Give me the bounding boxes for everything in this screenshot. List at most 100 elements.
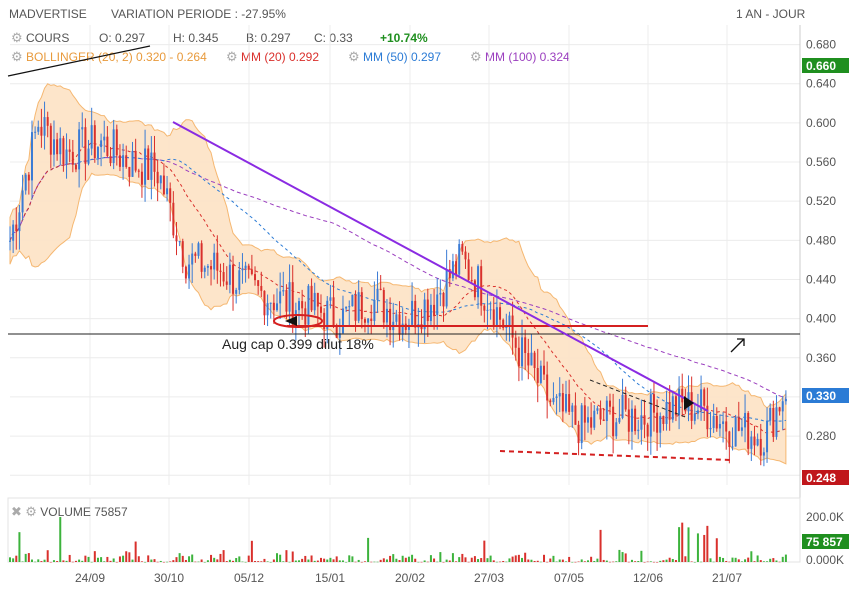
candle-body <box>652 394 655 413</box>
y-axis: 0.680 0.640 0.600 0.560 0.520 0.480 0.440 0.400… <box>806 38 836 483</box>
candle-body <box>596 408 599 411</box>
volume-bar <box>276 553 279 562</box>
gear-icon[interactable]: ⚙ <box>470 49 482 64</box>
candle-body <box>656 412 659 433</box>
candle-body <box>398 314 401 335</box>
candle-body <box>307 285 310 325</box>
candle-body <box>21 190 24 213</box>
candle-body <box>122 155 125 167</box>
candle-body <box>266 303 269 316</box>
candle-body <box>373 299 376 321</box>
candle-body <box>649 394 652 437</box>
volume-bar <box>411 554 414 562</box>
volume-bar <box>539 561 542 563</box>
candle-body <box>348 306 351 308</box>
candle-body <box>521 337 524 367</box>
volume-bar <box>414 558 417 562</box>
volume-bar <box>21 561 24 562</box>
volume-bar <box>373 561 376 563</box>
candle-body <box>766 420 769 453</box>
volume-bar <box>263 558 266 562</box>
candle-body <box>693 413 696 421</box>
gear-icon[interactable]: ⚙ <box>11 30 23 45</box>
volume-bar <box>464 557 467 562</box>
period-selector[interactable]: 1 AN - JOUR <box>736 7 806 21</box>
mm100-legend[interactable]: ⚙ MM (100) 0.324 <box>470 49 570 65</box>
candle-body <box>178 241 181 243</box>
volume-bar <box>678 527 681 562</box>
close-icon[interactable]: ✖ <box>11 504 22 519</box>
volume-bar <box>351 556 354 562</box>
candle-body <box>634 408 637 432</box>
candle-body <box>222 272 225 282</box>
bollinger-legend[interactable]: ⚙ BOLLINGER (20, 2) 0.320 - 0.264 <box>11 49 207 65</box>
mm100-label: MM (100) 0.324 <box>485 50 570 64</box>
candle-body <box>382 289 385 323</box>
gear-icon[interactable]: ⚙ <box>11 49 23 64</box>
gear-icon[interactable]: ⚙ <box>226 49 238 64</box>
volume-bar <box>329 557 332 562</box>
candle-body <box>18 212 21 232</box>
candle-body <box>100 140 103 148</box>
mm20-legend[interactable]: ⚙ MM (20) 0.292 <box>226 49 319 65</box>
volume-bar <box>596 558 599 562</box>
volume-bar <box>304 555 307 562</box>
candle-body <box>718 423 721 429</box>
candle-body <box>323 312 326 330</box>
candle-body <box>605 400 608 421</box>
volume-bar <box>27 553 30 562</box>
volume-bar <box>762 561 765 562</box>
candle-body <box>128 166 131 177</box>
candle-body <box>734 417 737 447</box>
volume-bar <box>93 551 96 562</box>
candle-body <box>241 268 244 271</box>
close-value: C: 0.33 <box>314 31 353 45</box>
candle-body <box>310 285 313 311</box>
candle-body <box>68 149 71 152</box>
y-tick-label: 0.680 <box>806 38 836 52</box>
candle-body <box>696 410 699 414</box>
candle-body <box>43 117 46 136</box>
volume-bar <box>52 560 55 562</box>
candle-body <box>169 188 172 203</box>
volume-bar <box>389 555 392 562</box>
volume-bar <box>115 561 118 563</box>
gear-icon[interactable]: ⚙ <box>25 504 37 519</box>
volume-label: VOLUME 75857 <box>40 505 128 519</box>
volume-legend[interactable]: ✖ ⚙ VOLUME 75857 <box>11 504 128 520</box>
candle-body <box>87 148 90 164</box>
volume-bar <box>549 558 552 562</box>
volume-bar <box>703 534 706 562</box>
candle-body <box>489 309 492 311</box>
volume-bar <box>784 554 787 562</box>
volume-bar <box>574 561 577 563</box>
candle-body <box>558 393 561 397</box>
candle-body <box>263 290 266 316</box>
volume-bar <box>332 559 335 562</box>
cours-legend[interactable]: ⚙ COURS <box>11 30 69 46</box>
candle-body <box>191 253 194 265</box>
candle-body <box>254 274 257 281</box>
volume-bar <box>279 554 282 562</box>
volume-tick-label: 0.000K <box>806 553 844 567</box>
gear-icon[interactable]: ⚙ <box>348 49 360 64</box>
candle-body <box>778 407 781 412</box>
candle-body <box>533 352 536 369</box>
y-tick-label: 0.560 <box>806 155 836 169</box>
volume-bar <box>722 557 725 562</box>
candle-body <box>37 126 40 132</box>
candle-body <box>530 352 533 366</box>
volume-bar <box>307 559 310 562</box>
volume-bar <box>100 557 103 562</box>
candle-body <box>172 202 175 236</box>
volume-bar <box>687 527 690 562</box>
mm50-legend[interactable]: ⚙ MM (50) 0.297 <box>348 49 441 65</box>
volume-bar <box>630 559 633 562</box>
volume-bar <box>495 561 498 563</box>
candle-body <box>750 436 753 449</box>
candle-body <box>678 388 681 416</box>
y-tick-label: 0.400 <box>806 312 836 326</box>
candle-body <box>608 400 611 407</box>
last-badge: 0.330 <box>802 388 849 403</box>
